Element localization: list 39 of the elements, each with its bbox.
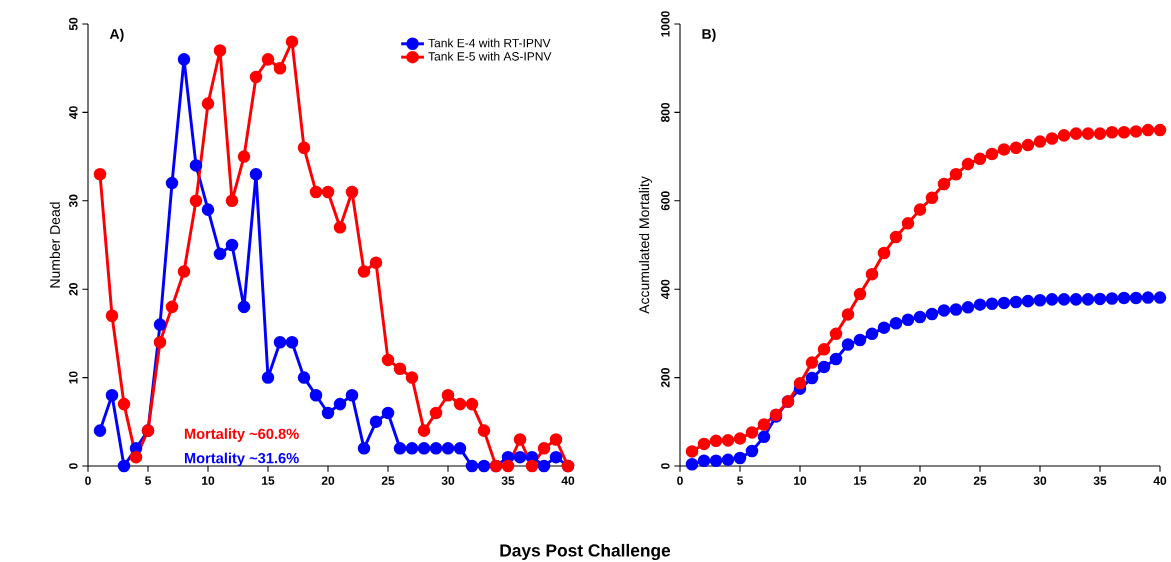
x-tick-label: 20 [321, 476, 335, 485]
y-tick-label: 50 [69, 17, 78, 31]
y-axis-title: Accumulated Mortality [638, 176, 652, 314]
x-tick-label: 40 [1153, 476, 1167, 485]
chart-title: A) [109, 28, 124, 42]
y-tick-label: 30 [69, 194, 78, 208]
y-tick-label: 600 [661, 191, 670, 211]
x-axis-title: Days Post Challenge [500, 543, 671, 561]
x-tick-label: 20 [913, 476, 927, 485]
x-tick-label: 5 [145, 476, 151, 485]
x-tick-label: 10 [794, 476, 807, 485]
annotation: Mortality ~31.6% [184, 452, 299, 467]
x-tick-label: 15 [262, 476, 275, 485]
x-tick-label: 0 [85, 476, 91, 485]
x-tick-label: 30 [441, 476, 455, 485]
y-tick-label: 800 [661, 102, 670, 123]
y-tick-label: 10 [69, 371, 78, 384]
x-tick-label: 40 [561, 476, 575, 485]
y-tick-label: 0 [661, 463, 670, 469]
y-tick-label: 20 [69, 283, 78, 296]
chart-title: B) [702, 28, 716, 42]
annotation: Mortality ~60.8% [184, 428, 299, 442]
y-tick-label: 1000 [661, 11, 670, 37]
x-tick-label: 30 [1033, 476, 1047, 485]
y-tick-label: 40 [69, 106, 78, 119]
legend-label: Tank E-4 with RT-IPNV [428, 38, 551, 48]
x-tick-label: 25 [973, 476, 987, 485]
y-tick-label: 200 [661, 368, 670, 388]
y-tick-label: 0 [69, 463, 78, 469]
y-axis-title: Number Dead [49, 202, 60, 288]
x-tick-label: 5 [737, 476, 743, 485]
x-tick-label: 25 [381, 476, 395, 485]
y-tick-label: 400 [661, 279, 670, 300]
x-tick-label: 10 [202, 476, 215, 485]
x-tick-label: 15 [854, 476, 867, 485]
x-tick-label: 35 [501, 476, 515, 485]
x-tick-label: 35 [1093, 476, 1107, 485]
x-tick-label: 0 [677, 476, 683, 485]
legend-label: Tank E-5 with AS-IPNV [428, 51, 552, 61]
